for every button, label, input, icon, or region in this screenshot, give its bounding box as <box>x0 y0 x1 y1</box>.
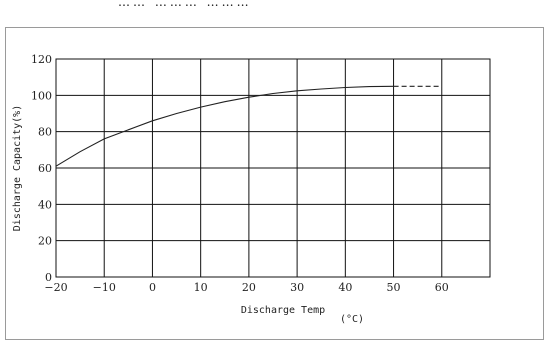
x-axis-label: Discharge Temp <box>241 305 325 316</box>
y-tick-label: 100 <box>31 89 52 102</box>
y-tick-label: 20 <box>38 235 52 248</box>
y-tick-label: 40 <box>38 198 52 211</box>
x-axis-unit: (°C) <box>340 314 364 325</box>
y-tick-label: 0 <box>45 271 52 284</box>
chart-frame <box>5 27 544 340</box>
y-tick-label: 60 <box>38 162 52 175</box>
x-tick-label: 30 <box>290 281 304 294</box>
x-tick-label: 60 <box>435 281 449 294</box>
cropped-top-text-fragment: …… ……… ……… <box>118 0 252 9</box>
plot-area <box>55 58 491 278</box>
x-tick-label: 40 <box>338 281 352 294</box>
x-tick-label: 50 <box>387 281 401 294</box>
y-tick-labels: 0 20 40 60 80 100 120 <box>31 53 52 284</box>
x-tick-label: 0 <box>149 281 156 294</box>
y-tick-label: 80 <box>38 126 52 139</box>
x-tick-label: 10 <box>194 281 208 294</box>
x-tick-label: −10 <box>93 281 116 294</box>
y-axis-label: Discharge Capacity(%) <box>12 105 23 231</box>
cropped-top-text: …… ……… ……… <box>0 0 548 10</box>
x-tick-labels: −20 −10 0 10 20 30 40 50 60 <box>44 281 448 294</box>
chart-series <box>55 85 442 167</box>
x-tick-label: 20 <box>242 281 256 294</box>
capacity-curve <box>55 85 394 167</box>
chart-grid <box>55 58 490 278</box>
x-tick-label: −20 <box>44 281 67 294</box>
y-tick-label: 120 <box>31 53 52 66</box>
